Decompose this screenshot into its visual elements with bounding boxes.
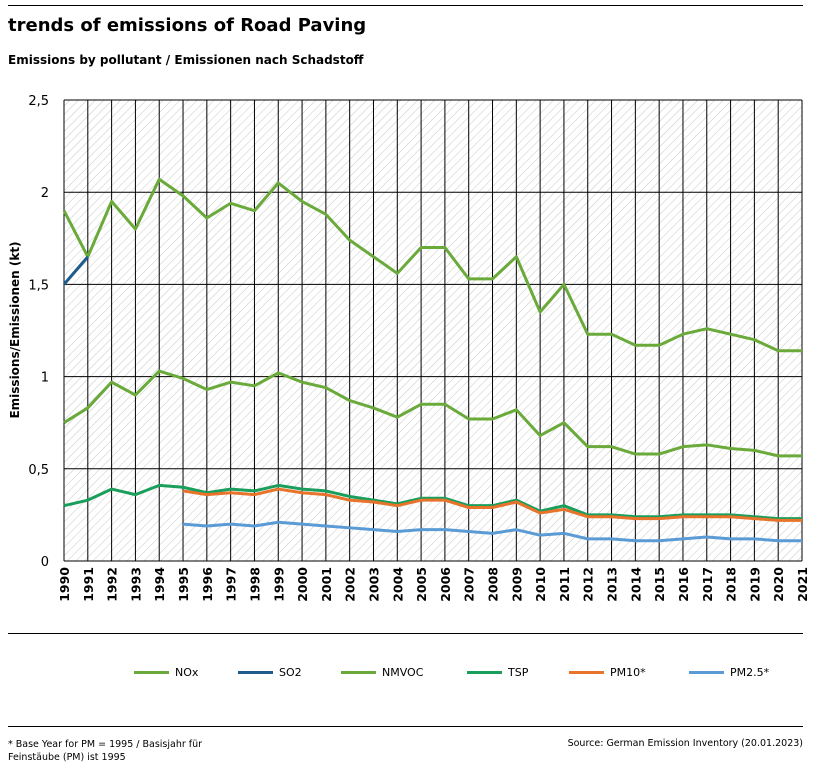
x-tick-label: 2015 <box>652 567 667 602</box>
x-tick-label: 2020 <box>771 567 786 602</box>
legend-swatch <box>341 670 376 674</box>
legend-swatch <box>467 670 502 674</box>
legend-item: SO2 <box>238 662 302 682</box>
x-tick-label: 2018 <box>724 567 739 602</box>
y-tick-label: 2,5 <box>28 94 49 109</box>
x-tick-label: 2003 <box>366 567 381 602</box>
x-tick-label: 2001 <box>319 567 334 602</box>
series-lines <box>62 177 802 543</box>
series-line-pm2-5- <box>182 520 802 543</box>
line-chart: 00,511,522,5 1990 1991 1992 1993 1994 1995 199… <box>8 94 810 602</box>
x-tick-labels: 1990 1991 1992 1993 1994 1995 1996 1997 1998 1999… <box>57 567 810 602</box>
legend-swatch <box>238 670 273 674</box>
x-tick-label: 2011 <box>557 567 572 602</box>
series-line-nox-lower- <box>63 369 802 458</box>
x-tick-label: 2000 <box>295 567 310 602</box>
legend-label: NOx <box>175 665 199 679</box>
x-tick-label: 1992 <box>105 567 120 602</box>
x-tick-label: 2012 <box>581 567 596 602</box>
footer-rule <box>8 726 803 727</box>
chart-title: trends of emissions of Road Paving <box>8 15 367 36</box>
plot-background <box>64 100 802 561</box>
legend-top-rule <box>8 633 803 634</box>
x-tick-label: 1995 <box>176 567 191 602</box>
x-tick-label: 2019 <box>747 567 762 602</box>
x-tick-label: 2005 <box>414 567 429 602</box>
series-line-so2 <box>62 255 89 286</box>
y-tick-label: 1 <box>41 371 49 386</box>
legend-item: NOx <box>134 662 198 682</box>
series-line-tsp <box>63 483 802 521</box>
chart-legend: NOx SO2 NMVOC TSP PM10* PM2.5* <box>0 662 818 682</box>
y-tick-label: 1,5 <box>28 278 49 293</box>
x-tick-label: 1993 <box>128 567 143 602</box>
x-tick-label: 2002 <box>343 567 358 602</box>
x-tick-label: 2004 <box>390 567 405 602</box>
x-tick-label: 1996 <box>200 567 215 602</box>
x-tick-label: 2007 <box>462 567 477 602</box>
series-line-nmvoc <box>62 177 802 353</box>
footnote: * Base Year for PM = 1995 / Basisjahr fü… <box>8 739 203 763</box>
legend-item: NMVOC <box>341 662 423 682</box>
x-tick-label: 1997 <box>224 567 239 602</box>
x-tick-label: 2021 <box>795 567 810 602</box>
x-tick-label: 2008 <box>486 567 501 602</box>
x-tick-label: 2014 <box>628 567 643 602</box>
x-tick-label: 2006 <box>438 567 453 602</box>
x-tick-label: 2016 <box>676 567 691 602</box>
source-note: Source: German Emission Inventory (20.01… <box>567 738 803 749</box>
x-tick-label: 1998 <box>247 567 262 602</box>
legend-label: TSP <box>508 665 529 679</box>
y-tick-label: 2 <box>41 186 49 201</box>
x-tick-label: 1991 <box>81 567 96 602</box>
legend-label: NMVOC <box>382 665 424 679</box>
legend-swatch <box>134 670 169 674</box>
x-tick-label: 2013 <box>605 567 620 602</box>
legend-swatch <box>689 670 724 674</box>
x-tick-label: 1990 <box>57 567 72 602</box>
grid-lines <box>63 99 803 562</box>
legend-label: SO2 <box>279 665 302 679</box>
chart-subtitle: Emissions by pollutant / Emissionen nach… <box>8 53 364 67</box>
legend-item: PM10* <box>569 662 646 682</box>
plot-hatch <box>64 100 802 561</box>
x-tick-label: 1999 <box>271 567 286 602</box>
legend-swatch <box>569 670 604 674</box>
y-tick-label: 0,5 <box>28 463 49 478</box>
y-tick-labels: 0 0,5 1 1,5 2 2,5 <box>28 94 49 570</box>
legend-item: TSP <box>467 662 528 682</box>
top-rule <box>8 5 803 6</box>
x-tick-label: 2017 <box>700 567 715 602</box>
y-tick-label: 0 <box>41 555 49 570</box>
legend-label: PM2.5* <box>730 665 770 679</box>
x-tick-label: 1994 <box>152 567 167 602</box>
x-tick-label: 2010 <box>533 567 548 602</box>
legend-label: PM10* <box>610 665 646 679</box>
x-tick-label: 2009 <box>509 567 524 602</box>
series-line-pm10- <box>182 487 802 522</box>
y-axis-label: Emissions/Emissionen (kt) <box>8 241 22 418</box>
legend-item: PM2.5* <box>689 662 769 682</box>
